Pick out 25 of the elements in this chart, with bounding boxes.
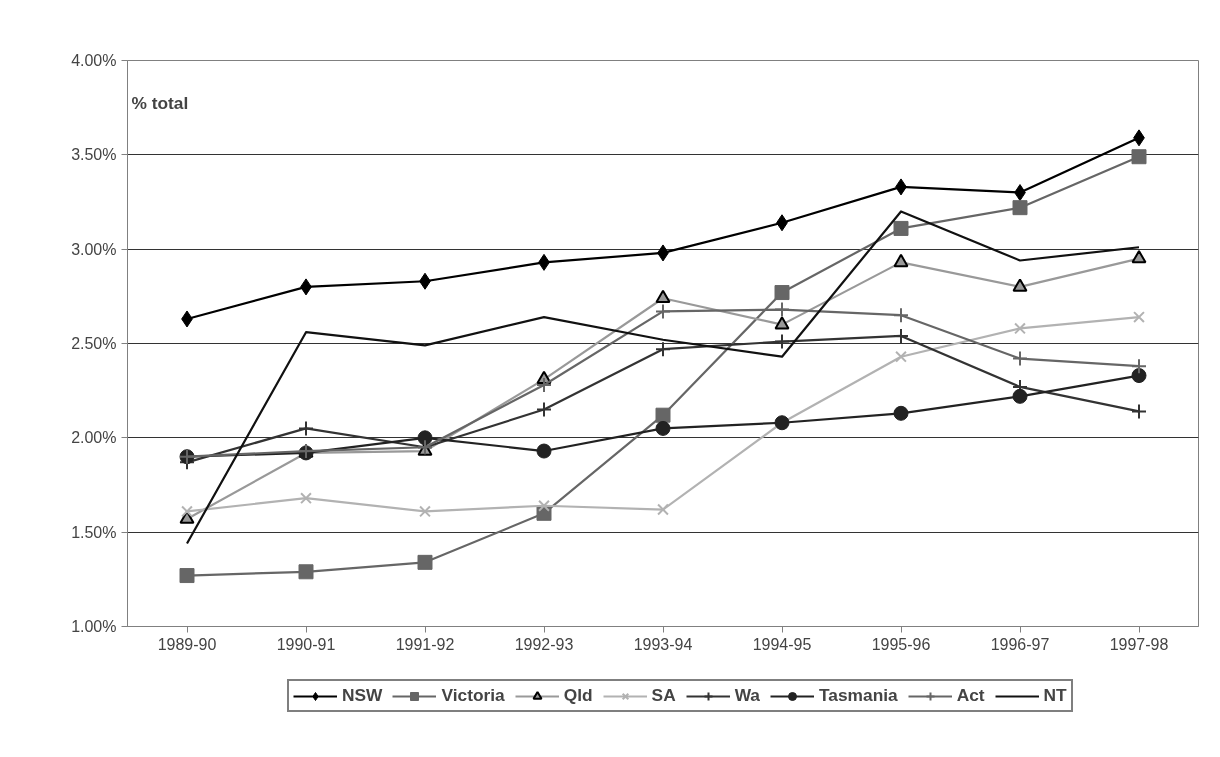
legend-label: Qld	[563, 685, 593, 706]
legend-label: NT	[1043, 685, 1067, 706]
legend-label: NSW	[342, 685, 383, 706]
legend-label: Wa	[734, 685, 761, 706]
x-tick-label: 1992-93	[514, 635, 574, 653]
legend-label: Act	[956, 685, 985, 706]
y-tick-label: 3.00%	[71, 240, 117, 258]
y-tick-label: 1.00%	[71, 618, 117, 635]
y-tick-label: 1.50%	[71, 523, 117, 541]
y-tick-label: 2.50%	[71, 335, 117, 352]
legend-label: Tasmania	[819, 685, 898, 706]
x-tick-label: 1994-95	[752, 635, 812, 653]
x-tick-label: 1989-90	[157, 635, 217, 653]
y-axis-title: % total	[131, 92, 189, 113]
x-tick-label: 1995-96	[871, 635, 931, 653]
y-tick-label: 2.00%	[71, 429, 117, 447]
y-tick-label: 4.00%	[71, 52, 117, 69]
x-tick-label: 1997-98	[1109, 635, 1169, 653]
x-tick-label: 1991-92	[395, 635, 455, 653]
x-tick-label: 1993-94	[633, 635, 693, 653]
legend-label: Victoria	[441, 685, 505, 706]
x-tick-label: 1996-97	[990, 635, 1050, 653]
x-tick-label: 1990-91	[276, 635, 336, 653]
legend-label: SA	[651, 685, 676, 706]
y-tick-label: 3.50%	[71, 146, 117, 164]
